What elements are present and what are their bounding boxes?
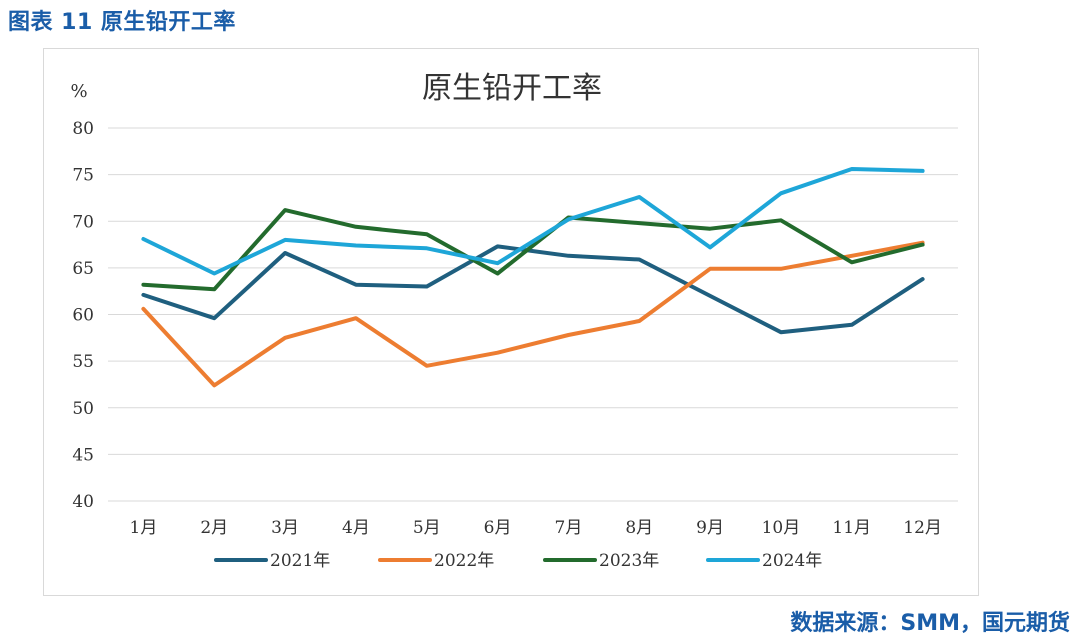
x-tick-labels: 1月 2月 3月 4月 5月 6月 7月 8月 9月 10月 11月 12月	[130, 518, 942, 538]
x-tick-label: 9月	[696, 518, 724, 538]
chart-frame	[43, 48, 979, 596]
y-tick-label: 75	[72, 166, 94, 186]
series-line-2024年	[141, 167, 925, 276]
legend-label: 2024年	[762, 551, 822, 571]
y-tick-label: 50	[72, 399, 94, 419]
y-tick-label: 55	[72, 352, 94, 372]
x-tick-label: 5月	[413, 518, 441, 538]
gridlines	[108, 127, 958, 502]
y-axis-unit: %	[70, 81, 87, 102]
legend-label: 2021年	[270, 551, 330, 571]
x-tick-label: 11月	[832, 518, 871, 538]
x-tick-label: 6月	[484, 518, 512, 538]
y-tick-label: 65	[72, 259, 94, 279]
y-tick-labels: 40 45 50 55 60 65 70 75 80	[72, 119, 94, 512]
y-tick-label: 80	[72, 119, 94, 139]
legend-label: 2023年	[599, 551, 659, 571]
series-line-2022年	[141, 240, 925, 388]
x-tick-label: 1月	[130, 518, 158, 538]
series-line-2023年	[141, 208, 925, 292]
series-line-2021年	[141, 244, 925, 335]
chart-title: 原生铅开工率	[422, 71, 602, 106]
x-tick-label: 10月	[762, 518, 801, 538]
x-tick-label: 7月	[555, 518, 583, 538]
x-tick-label: 12月	[903, 518, 942, 538]
series-lines	[141, 167, 925, 388]
y-tick-label: 45	[72, 445, 94, 465]
figure-caption: 图表 11 原生铅开工率	[8, 10, 236, 35]
x-tick-label: 3月	[271, 518, 299, 538]
legend-label: 2022年	[434, 551, 494, 571]
legend: 2021年 2022年 2023年 2024年	[214, 551, 822, 571]
source-note: 数据来源：SMM，国元期货	[790, 611, 1070, 636]
x-tick-label: 8月	[625, 518, 653, 538]
x-tick-label: 2月	[200, 518, 228, 538]
y-tick-label: 70	[72, 212, 94, 232]
y-tick-label: 60	[72, 306, 94, 326]
x-tick-label: 4月	[342, 518, 370, 538]
y-tick-label: 40	[72, 492, 94, 512]
